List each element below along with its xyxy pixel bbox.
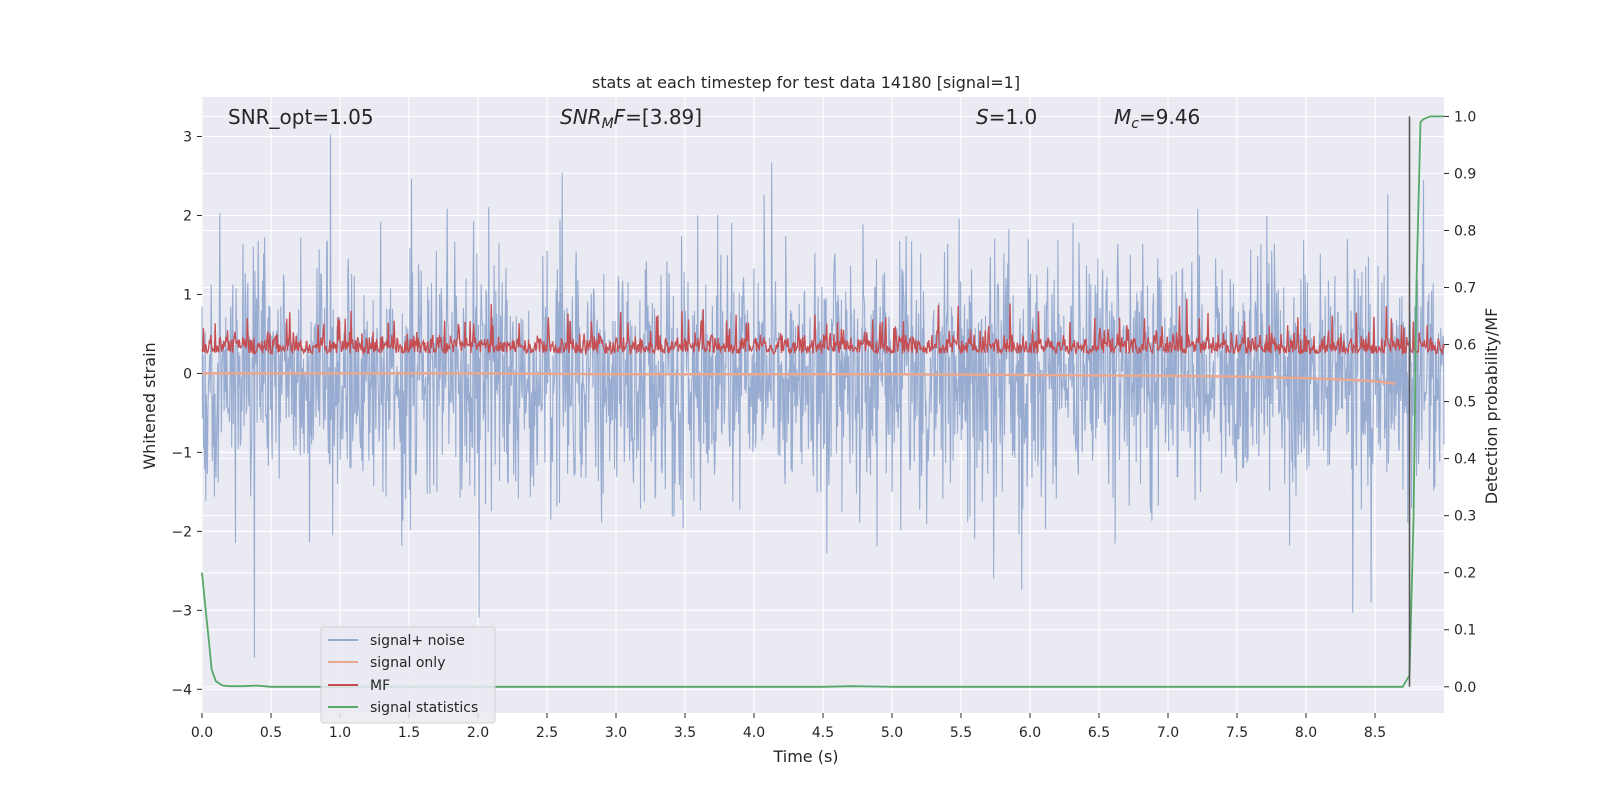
y2-tick-label: 0.8 [1454,223,1476,239]
y2-tick-label: 0.3 [1454,509,1476,525]
y2-tick-label: 0.9 [1454,166,1476,182]
legend-label-signal-noise: signal+ noise [370,633,465,649]
y2-tick-label: 0.7 [1454,281,1476,297]
legend: signal+ noise signal only MF signal stat… [320,626,496,724]
x-tick-label: 5.5 [950,725,972,741]
signal-statistics-line [201,115,1444,688]
y2-tick-label: 0.0 [1454,680,1476,696]
series-signal-only [202,372,1396,385]
x-tick-label: 6.0 [1019,725,1041,741]
x-tick-label: 1.5 [398,725,420,741]
mf-line [201,298,1445,356]
x-tick-label: 0.0 [191,725,213,741]
legend-frame [320,626,496,724]
x-tick-label: 0.5 [260,725,282,741]
y2-tick-label: 0.2 [1454,566,1476,582]
y-tick-label: −3 [171,603,192,619]
annotation-snr-mf: SNRMF=[3.89] [560,105,702,132]
y-tick-label: −4 [171,682,192,698]
series-mf [201,298,1445,356]
y-axis-label: Whitened strain [140,342,159,469]
x-tick-label: 4.5 [812,725,834,741]
y-tick-label: 0 [183,366,192,382]
x-tick-label: 8.0 [1295,725,1317,741]
y2-axis-label: Detection probability/MF [1482,308,1501,505]
y-tick-label: 3 [183,129,192,145]
x-tick-label: 7.0 [1157,725,1179,741]
y2-tick-label: 0.4 [1454,452,1476,468]
y2-tick-label: 0.1 [1454,623,1476,639]
x-axis-label: Time (s) [772,747,838,766]
y2-tick-label: 0.6 [1454,338,1476,354]
x-tick-label: 6.5 [1088,725,1110,741]
x-axis: 0.0 0.5 1.0 1.5 2.0 2.5 3.0 3.5 4.0 4.5 5.0 5.5 6.0 6… [191,713,1386,741]
x-tick-label: 2.0 [467,725,489,741]
y-tick-label: −2 [171,524,192,540]
x-tick-label: 3.0 [605,725,627,741]
annotation-s: S=1.0 [976,105,1037,129]
annotation-snr-opt: SNR_opt=1.05 [228,105,374,129]
series-signal-statistics [201,115,1444,688]
legend-label-signal-only: signal only [370,655,445,671]
x-tick-label: 2.5 [536,725,558,741]
y-axis-left: 3 2 1 0 −1 −2 −3 −4 [171,129,202,698]
x-tick-label: 7.5 [1226,725,1248,741]
y-tick-label: 1 [183,287,192,303]
legend-label-signal-statistics: signal statistics [370,700,478,716]
y2-tick-label: 1.0 [1454,109,1476,125]
x-tick-label: 3.5 [674,725,696,741]
chart-title: stats at each timestep for test data 141… [592,73,1020,92]
y-axis-right: 1.0 0.9 0.8 0.7 0.6 0.5 0.4 0.3 0.2 0.1 0.0 [1444,109,1476,696]
x-tick-label: 4.0 [743,725,765,741]
signal-only-line [202,372,1396,385]
annotation-mc: Mc=9.46 [1114,105,1200,132]
y2-tick-label: 0.5 [1454,395,1476,411]
x-tick-label: 5.0 [881,725,903,741]
y-tick-label: −1 [171,445,192,461]
y-tick-label: 2 [183,208,192,224]
legend-label-mf: MF [370,678,390,694]
x-tick-label: 1.0 [329,725,351,741]
x-tick-label: 8.5 [1364,725,1386,741]
